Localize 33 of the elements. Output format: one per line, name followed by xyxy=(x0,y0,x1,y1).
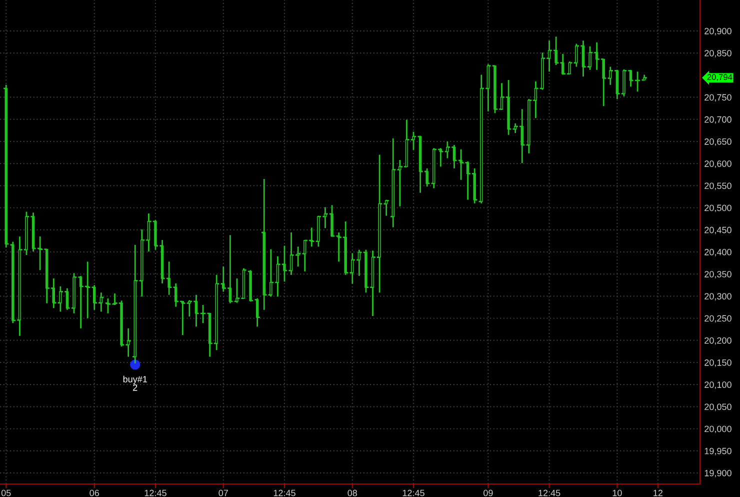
y-tick-label: 20,150 xyxy=(704,359,732,367)
x-tick-label: 10 xyxy=(612,490,622,496)
x-tick-label: 07 xyxy=(218,490,228,496)
y-tick-label: 20,300 xyxy=(704,293,732,301)
y-tick-label: 20,500 xyxy=(704,204,732,212)
x-tick-label: 12:45 xyxy=(144,490,166,496)
x-tick-label: 12:45 xyxy=(538,490,560,496)
x-tick-label: 12:45 xyxy=(402,490,424,496)
x-tick-label: 09 xyxy=(484,490,493,496)
y-tick-label: 20,250 xyxy=(704,315,732,323)
y-tick-label: 20,900 xyxy=(704,28,732,36)
y-tick-label: 20,400 xyxy=(704,248,732,256)
y-tick-label: 20,450 xyxy=(704,226,732,234)
y-tick-label: 20,350 xyxy=(704,271,732,278)
y-tick-label: 19,900 xyxy=(704,470,732,478)
y-tick-label: 20,000 xyxy=(704,426,732,434)
x-tick-label: 12 xyxy=(654,490,662,496)
x-tick-label: 12:45 xyxy=(274,490,296,496)
y-tick-label: 20,050 xyxy=(704,404,732,412)
y-tick-label: 20,200 xyxy=(704,337,732,345)
y-tick-label: 19,950 xyxy=(704,448,732,456)
y-tick-label: 20,100 xyxy=(704,382,732,389)
text: 20,794 xyxy=(707,74,732,82)
y-tick-label: 20,600 xyxy=(704,160,732,168)
y-tick-label: 20,750 xyxy=(704,94,732,102)
x-tick-label: 05 xyxy=(1,490,11,496)
annotation: buy#1 2 xyxy=(123,376,147,391)
y-tick-label: 20,550 xyxy=(704,182,732,190)
y-tick-label: 20,650 xyxy=(704,138,732,146)
x-tick-label: 08 xyxy=(348,490,358,496)
y-tick-label: 20,700 xyxy=(704,116,732,124)
y-tick-label: 20,850 xyxy=(704,50,732,58)
x-tick-label: 06 xyxy=(90,490,99,496)
